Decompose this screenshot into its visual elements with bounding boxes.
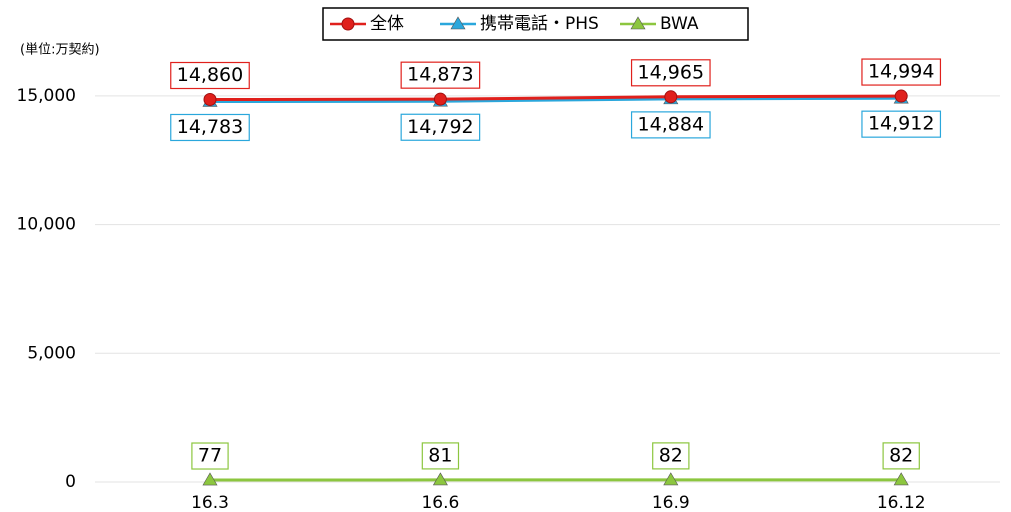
x-tick-label: 16.3 (191, 493, 229, 512)
point (202, 472, 218, 486)
data-label: 14,912 (868, 113, 934, 135)
data-label-box (882, 442, 920, 470)
data-label: 14,994 (868, 61, 934, 83)
data-label: 14,884 (638, 113, 704, 135)
data-label: 14,860 (177, 64, 243, 86)
data-label-box (400, 61, 481, 89)
series-line (209, 96, 902, 103)
legend-box (322, 7, 749, 41)
data-label: 14,792 (407, 116, 473, 138)
point (893, 472, 909, 486)
data-label-box (170, 113, 250, 142)
data-label-box (191, 442, 229, 470)
point (663, 472, 679, 486)
data-label-box (652, 442, 690, 470)
data-label: 77 (198, 445, 222, 467)
x-tick-label: 16.9 (652, 493, 690, 512)
series-line (209, 94, 902, 102)
y-tick-label: 15,000 (17, 86, 76, 106)
data-label-box (170, 61, 250, 90)
legend-marker (450, 16, 466, 30)
legend-label: BWA (660, 14, 699, 34)
x-tick-label: 16.6 (421, 493, 459, 512)
legend-marker (341, 17, 355, 31)
point (203, 93, 217, 107)
y-tick-label: 5,000 (27, 343, 76, 363)
data-label: 14,783 (177, 116, 243, 138)
data-label-box (861, 58, 942, 86)
data-label-box (861, 110, 942, 138)
x-tick-label: 16.12 (877, 493, 926, 512)
y-tick-label: 10,000 (17, 215, 76, 235)
point (432, 472, 448, 486)
point (664, 90, 678, 104)
data-label: 82 (889, 444, 913, 466)
legend-label: 携帯電話・PHS (480, 14, 599, 34)
data-label-box (630, 111, 711, 139)
data-label-box (630, 59, 711, 87)
y-tick-label: 0 (65, 472, 76, 492)
data-label: 14,965 (638, 61, 704, 83)
data-label: 14,873 (407, 64, 473, 86)
data-label-box (400, 113, 481, 141)
legend-label: 全体 (370, 14, 404, 34)
point (894, 89, 908, 103)
data-label-box (421, 442, 460, 470)
data-label: 82 (659, 444, 683, 466)
legend-marker (630, 16, 646, 30)
data-label: 81 (428, 444, 452, 466)
y-axis-label: (単位:万契約) (20, 42, 100, 58)
point (433, 92, 447, 106)
